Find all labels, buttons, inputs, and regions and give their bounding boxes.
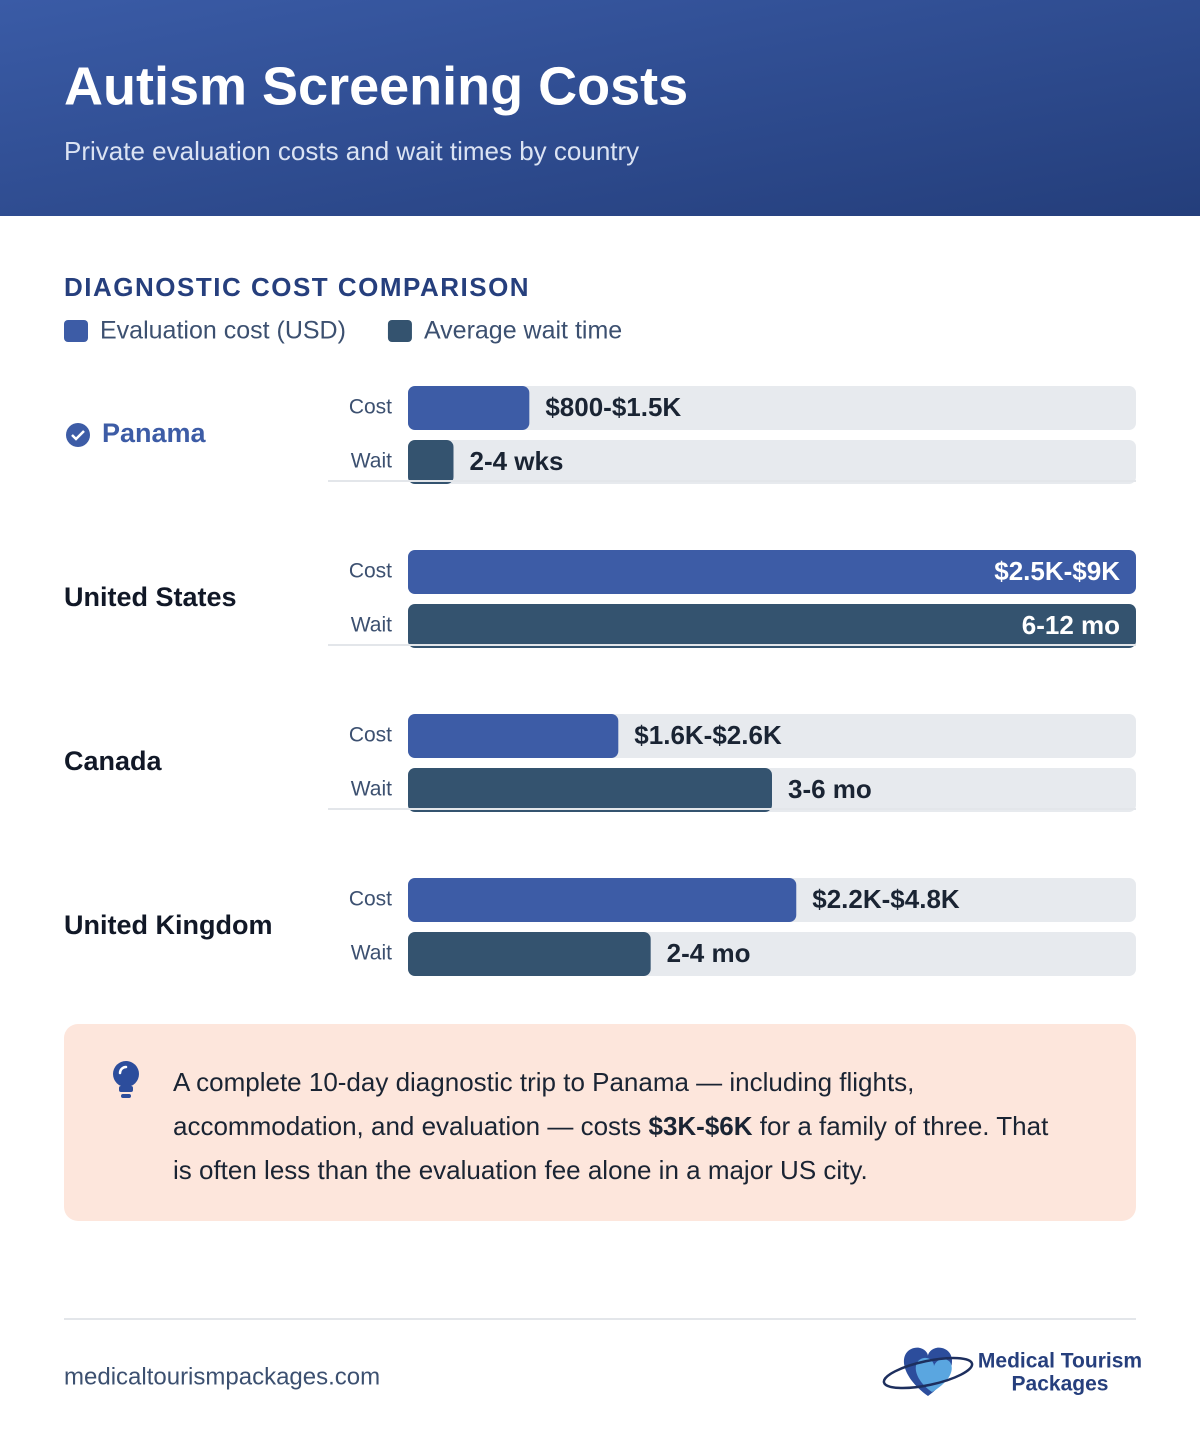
category-label: United Kingdom: [64, 910, 272, 940]
bulb-icon: [113, 1061, 139, 1098]
highlight-icon: [66, 423, 90, 447]
legend-label: Average wait time: [424, 317, 622, 345]
header-bg: [0, 0, 1200, 216]
bar: [408, 550, 1136, 594]
bar: [408, 604, 1136, 648]
highlight-check: [71, 430, 85, 441]
value-label: $1.6K-$2.6K: [634, 720, 782, 750]
bar: [408, 714, 619, 758]
logo: Medical Tourism Packages: [882, 1347, 1142, 1396]
website: medicaltourismpackages.com: [64, 1363, 380, 1390]
bar-track: [408, 440, 1136, 484]
row-label: Wait: [351, 450, 392, 473]
bar: [408, 878, 797, 922]
page-subtitle: Private evaluation costs and wait times …: [64, 136, 639, 166]
logo-text: Packages: [1012, 1373, 1109, 1396]
value-label: $2.5K-$9K: [994, 556, 1120, 586]
value-label: 3-6 mo: [788, 774, 872, 804]
value-label: $2.2K-$4.8K: [812, 884, 960, 914]
legend-label: Evaluation cost (USD): [100, 317, 346, 345]
bar: [408, 932, 651, 976]
logo-text: Medical Tourism: [978, 1350, 1142, 1373]
value-label: 2-4 wks: [470, 446, 564, 476]
bar: [408, 386, 530, 430]
bar-track: [408, 386, 1136, 430]
category-label: United States: [64, 582, 237, 612]
callout-text: for a family of three. That is often les…: [173, 1111, 1049, 1185]
logo-orbit: [882, 1356, 974, 1390]
value-label: 2-4 mo: [667, 938, 751, 968]
logo-heart-inner: [915, 1357, 952, 1392]
chart-title: DIAGNOSTIC COST COMPARISON: [64, 272, 530, 302]
category-label: Panama: [102, 418, 207, 448]
row-label: Cost: [349, 560, 392, 583]
row-label: Cost: [349, 396, 392, 419]
callout-highlight: $3K-$6K: [648, 1111, 753, 1141]
bar: [408, 440, 454, 484]
value-label: 6-12 mo: [1022, 610, 1120, 640]
row-label: Wait: [351, 614, 392, 637]
value-label: $800-$1.5K: [545, 392, 681, 422]
plot: Panama Cost $800-$1.5K Wait 2-4 wks United St…: [64, 386, 1136, 976]
callout-text: A complete 10-day diagnostic trip to Pan…: [173, 1067, 915, 1141]
row-label: Wait: [351, 778, 392, 801]
page-title: Autism Screening Costs: [64, 56, 688, 116]
bar: [408, 768, 772, 812]
category-label: Canada: [64, 746, 163, 776]
legend: Evaluation cost (USD) Average wait time: [64, 317, 622, 345]
row-label: Cost: [349, 888, 392, 911]
row-label: Wait: [351, 942, 392, 965]
legend-swatch: [387, 320, 412, 342]
row-label: Cost: [349, 724, 392, 747]
legend-swatch: [64, 320, 88, 342]
callout: A complete 10-day diagnostic trip to Pan…: [64, 1024, 1136, 1221]
